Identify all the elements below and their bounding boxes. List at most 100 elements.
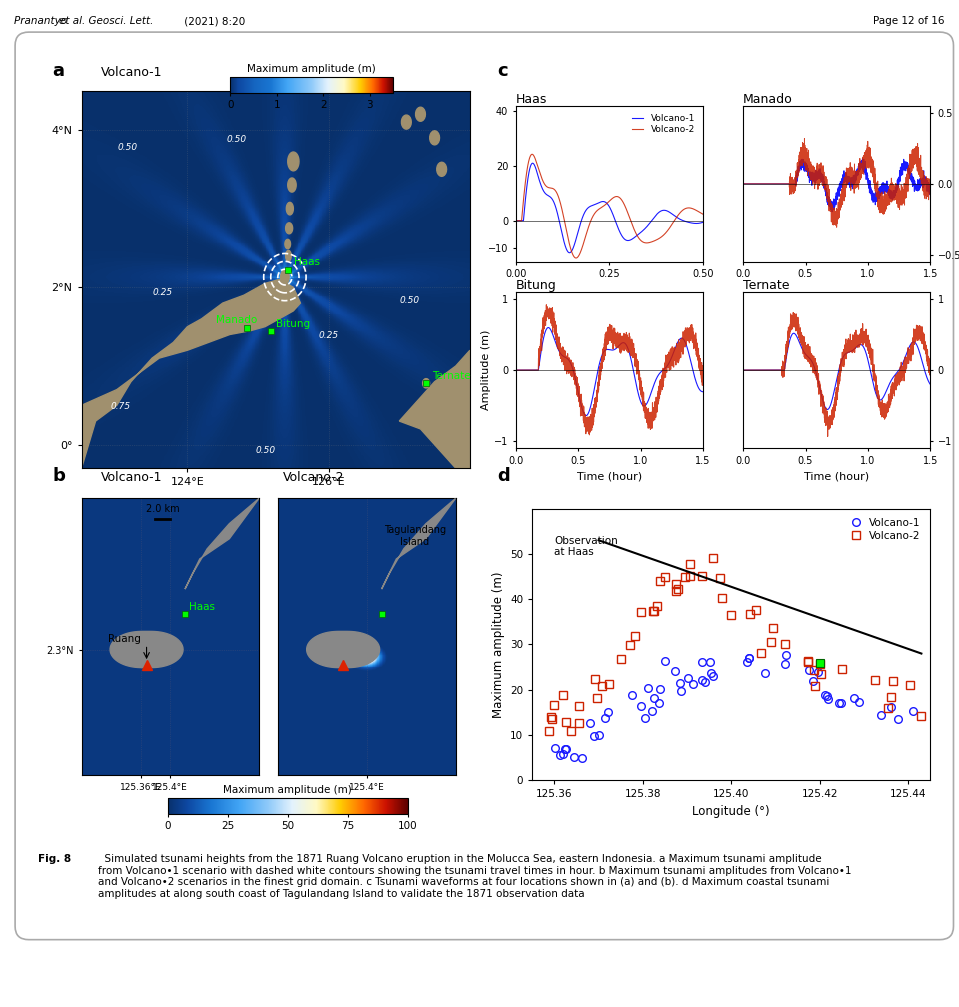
Line: Volcano-1: Volcano-1 [516, 163, 703, 253]
Volcano-1 [699, 676, 711, 688]
Polygon shape [185, 498, 259, 589]
Text: Ruang: Ruang [108, 634, 141, 643]
Volcano-2 [594, 202, 605, 214]
Volcano-1 [697, 217, 709, 229]
Polygon shape [399, 350, 470, 468]
Polygon shape [307, 631, 380, 668]
Text: Manado: Manado [216, 315, 257, 325]
Text: Tagulandang
Island: Tagulandang Island [384, 526, 446, 547]
Volcano-2 [557, 689, 569, 701]
Polygon shape [281, 270, 289, 284]
Title: Maximum amplitude (m): Maximum amplitude (m) [223, 785, 352, 796]
Volcano-2 [651, 600, 663, 612]
Volcano-1 [564, 247, 575, 259]
Text: 0.75: 0.75 [110, 402, 130, 411]
Volcano-2 [543, 725, 554, 737]
Text: et al. Geosci. Lett.: et al. Geosci. Lett. [59, 16, 153, 26]
Y-axis label: Maximum amplitude (m): Maximum amplitude (m) [492, 571, 504, 718]
Title: Maximum amplitude (m): Maximum amplitude (m) [247, 64, 376, 75]
Volcano-2 [597, 200, 609, 212]
Polygon shape [286, 251, 292, 262]
X-axis label: Longitude (°): Longitude (°) [692, 805, 770, 818]
Line: Volcano-2: Volcano-2 [516, 154, 703, 258]
Text: Manado: Manado [743, 93, 793, 106]
Volcano-2 [526, 148, 538, 160]
Polygon shape [82, 279, 300, 468]
Text: Haas: Haas [189, 602, 215, 612]
Text: b: b [53, 467, 65, 485]
Polygon shape [382, 498, 456, 589]
Volcano-1 [532, 170, 544, 182]
Text: 0.50: 0.50 [400, 296, 420, 305]
Polygon shape [285, 240, 291, 249]
Volcano-2 [744, 608, 756, 620]
Polygon shape [415, 107, 426, 121]
Text: Pranantyo: Pranantyo [14, 16, 71, 26]
Polygon shape [436, 162, 447, 176]
Volcano-2 [696, 570, 708, 582]
Text: Haas: Haas [294, 257, 320, 267]
Text: 2.0 km: 2.0 km [146, 504, 179, 514]
Polygon shape [430, 131, 439, 145]
Volcano-2 [915, 710, 926, 722]
Volcano-1 [525, 160, 536, 172]
Volcano-1 [597, 195, 609, 207]
Volcano-2 [679, 571, 690, 583]
Legend: Volcano-1, Volcano-2: Volcano-1, Volcano-2 [847, 514, 925, 545]
Y-axis label: Amplitude (m): Amplitude (m) [481, 330, 491, 410]
Volcano-2 [708, 552, 719, 564]
Text: d: d [497, 467, 509, 485]
Line: Volcano-2: Volcano-2 [545, 554, 924, 735]
Legend: Volcano-1, Volcano-2: Volcano-1, Volcano-2 [629, 110, 698, 137]
X-axis label: Time (hour): Time (hour) [577, 471, 642, 481]
Text: 0.25: 0.25 [152, 288, 173, 297]
Volcano-1 [741, 657, 753, 669]
Text: Ternate: Ternate [432, 371, 471, 381]
Polygon shape [110, 631, 183, 668]
Text: Page 12 of 16: Page 12 of 16 [873, 16, 945, 26]
Text: Fig. 8: Fig. 8 [38, 854, 72, 864]
Volcano-1 [688, 678, 699, 690]
Line: Volcano-1: Volcano-1 [551, 651, 917, 762]
Volcano-1 [561, 743, 573, 755]
Volcano-2 [590, 206, 601, 219]
Text: Bitung: Bitung [276, 318, 311, 328]
Polygon shape [423, 379, 430, 388]
Text: Haas: Haas [516, 93, 548, 106]
Text: 0.25: 0.25 [318, 331, 339, 340]
Volcano-2 [525, 150, 536, 162]
Text: 0.50: 0.50 [227, 135, 246, 144]
Volcano-1 [550, 742, 561, 754]
Polygon shape [287, 202, 293, 214]
Volcano-2 [755, 648, 766, 660]
Text: Observation
at Haas: Observation at Haas [554, 536, 619, 557]
Text: Volcano-1: Volcano-1 [101, 65, 162, 79]
Polygon shape [286, 223, 292, 234]
Text: Volcano-1: Volcano-1 [101, 471, 162, 484]
Volcano-2 [571, 252, 582, 264]
Volcano-1 [907, 705, 919, 717]
Polygon shape [288, 178, 296, 192]
Volcano-1 [576, 752, 588, 764]
Volcano-1 [617, 231, 628, 243]
Polygon shape [288, 152, 299, 171]
Polygon shape [402, 115, 411, 129]
Volcano-2 [697, 208, 709, 221]
Volcano-1 [590, 198, 601, 210]
Text: (2021) 8:20: (2021) 8:20 [168, 16, 246, 26]
Text: Volcano-2: Volcano-2 [283, 471, 344, 484]
Volcano-2 [510, 214, 522, 227]
Text: 0.50: 0.50 [255, 445, 275, 454]
Text: a: a [53, 61, 65, 80]
Text: 0.50: 0.50 [117, 143, 137, 152]
Text: Bitung: Bitung [516, 279, 556, 292]
Volcano-1 [510, 214, 522, 227]
X-axis label: Time (hour): Time (hour) [805, 471, 869, 481]
Volcano-1 [654, 684, 666, 696]
Text: Ternate: Ternate [743, 279, 789, 292]
Text: c: c [497, 61, 507, 80]
Volcano-2 [566, 725, 577, 737]
Volcano-1 [526, 157, 538, 169]
Volcano-1 [781, 649, 792, 661]
Volcano-1 [743, 652, 755, 664]
